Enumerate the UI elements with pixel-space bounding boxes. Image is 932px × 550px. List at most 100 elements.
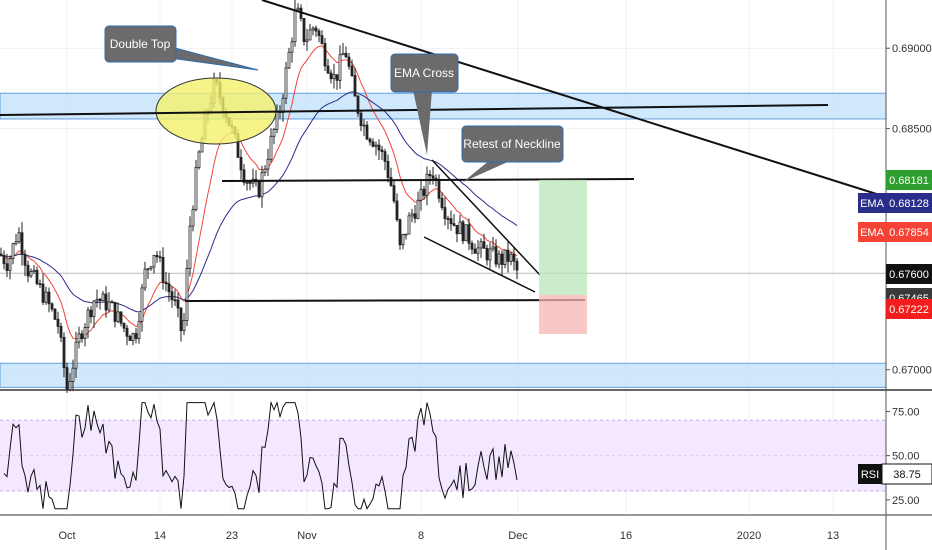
candle-body bbox=[479, 241, 483, 249]
candle-body bbox=[107, 301, 111, 311]
candle-body bbox=[80, 333, 84, 339]
candle-body bbox=[482, 241, 486, 249]
candle-body bbox=[149, 266, 153, 270]
svg-text:EMA: EMA bbox=[860, 227, 885, 239]
candle-body bbox=[95, 298, 99, 302]
candle-body bbox=[422, 188, 426, 196]
candle-body bbox=[245, 181, 249, 184]
time-tick-label: 16 bbox=[620, 530, 632, 542]
candle-body bbox=[509, 253, 513, 262]
candle-body bbox=[383, 151, 387, 162]
candle-body bbox=[308, 29, 312, 41]
candle-body bbox=[461, 221, 465, 242]
candle-body bbox=[368, 138, 372, 143]
candle-body bbox=[86, 309, 90, 328]
candle-body bbox=[377, 144, 381, 151]
candle-body bbox=[239, 157, 243, 171]
candle-body bbox=[119, 311, 123, 324]
candle-body bbox=[437, 179, 441, 199]
ema-red-line bbox=[0, 45, 518, 340]
candle-body bbox=[326, 65, 330, 74]
candle-body bbox=[293, 9, 297, 43]
support-zone bbox=[0, 362, 887, 388]
candle-body bbox=[314, 27, 318, 32]
long-stop-area bbox=[539, 294, 587, 335]
candle-body bbox=[512, 253, 516, 262]
neckline bbox=[221, 178, 635, 182]
svg-text:0.68128: 0.68128 bbox=[889, 198, 929, 210]
svg-text:0.67222: 0.67222 bbox=[889, 304, 929, 316]
candle-body bbox=[158, 256, 162, 259]
candle-body bbox=[266, 158, 270, 170]
candle-body bbox=[374, 144, 378, 147]
candle-body bbox=[350, 65, 354, 76]
candle-body bbox=[356, 95, 360, 114]
candle-body bbox=[248, 181, 252, 184]
candle-body bbox=[305, 39, 309, 42]
candle-body bbox=[0, 253, 3, 256]
candle-body bbox=[176, 299, 180, 309]
candle-body bbox=[140, 287, 144, 322]
candle-body bbox=[59, 325, 63, 338]
candle-body bbox=[197, 151, 201, 168]
wedge-upper bbox=[431, 159, 541, 276]
candle-body bbox=[311, 27, 315, 31]
candle-body bbox=[125, 327, 129, 337]
candle-body bbox=[68, 381, 72, 391]
candle-body bbox=[98, 298, 102, 302]
candle-body bbox=[371, 141, 375, 147]
candle-body bbox=[5, 263, 9, 271]
candle-body bbox=[323, 43, 327, 67]
ema-blue-pill: EMA 0.68128 bbox=[858, 193, 932, 213]
candle-body bbox=[179, 307, 183, 332]
candle-body bbox=[332, 74, 336, 80]
resistance-line bbox=[0, 104, 829, 116]
candle-body bbox=[92, 300, 96, 318]
candle-body bbox=[20, 232, 24, 256]
candle-body bbox=[329, 72, 333, 80]
candle-body bbox=[353, 75, 357, 97]
double-top-callout[interactable]: Double Top bbox=[104, 25, 259, 71]
time-tick-label: Dec bbox=[508, 530, 528, 542]
target-pill: 0.68181 bbox=[886, 170, 932, 190]
candle-body bbox=[425, 173, 429, 196]
retest-callout[interactable]: Retest of Neckline bbox=[461, 125, 564, 182]
candle-body bbox=[182, 320, 186, 332]
candle-body bbox=[38, 283, 42, 286]
last-price-pill: 0.67600 bbox=[886, 264, 932, 284]
candle-body bbox=[137, 320, 141, 340]
rsi-pane bbox=[0, 400, 886, 510]
candle-body bbox=[341, 52, 345, 56]
candle-body bbox=[296, 7, 300, 11]
candle-body bbox=[467, 224, 471, 244]
candle-body bbox=[449, 218, 453, 225]
time-tick-label: Oct bbox=[58, 530, 75, 542]
candle-body bbox=[269, 135, 273, 160]
candle-body bbox=[152, 254, 156, 268]
candle-body bbox=[74, 341, 78, 369]
candle-body bbox=[362, 124, 366, 127]
candle-body bbox=[431, 175, 435, 179]
ema-cross-callout[interactable]: EMA Cross bbox=[390, 53, 459, 155]
candle-body bbox=[191, 209, 195, 227]
candle-body bbox=[347, 56, 351, 67]
time-tick-label: 23 bbox=[226, 530, 238, 542]
candle-body bbox=[392, 185, 396, 202]
wedge-lower bbox=[423, 236, 536, 293]
zones bbox=[0, 92, 887, 388]
candle-body bbox=[458, 221, 462, 235]
candle-body bbox=[491, 246, 495, 250]
stop-pill: 0.67222 bbox=[886, 299, 932, 319]
time-tick-label: 8 bbox=[418, 530, 424, 542]
candle-body bbox=[263, 168, 267, 173]
rsi-tick-label: 50.00 bbox=[892, 451, 920, 463]
candle-body bbox=[284, 67, 288, 99]
candle-body bbox=[401, 234, 405, 246]
candle-body bbox=[344, 52, 348, 58]
candle-body bbox=[287, 51, 291, 69]
lower-neckline bbox=[184, 299, 586, 302]
candle-body bbox=[503, 249, 507, 265]
candle-body bbox=[167, 283, 171, 293]
time-tick-label: Nov bbox=[297, 530, 317, 542]
